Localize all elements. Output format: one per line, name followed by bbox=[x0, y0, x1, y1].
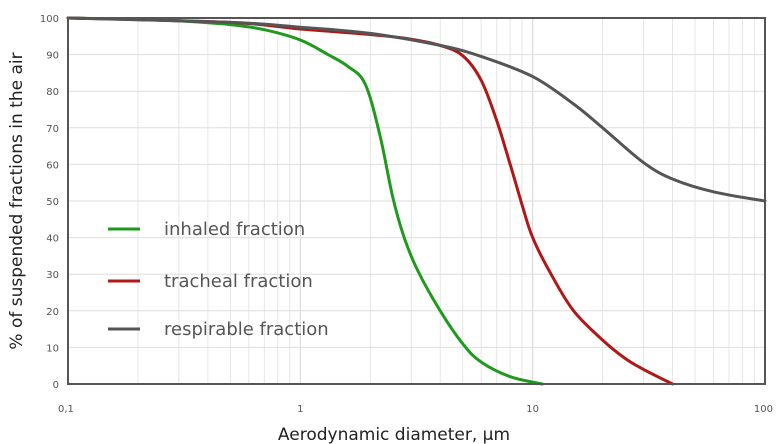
x-tick-label: 10 bbox=[526, 404, 539, 415]
y-tick-label: 100 bbox=[40, 14, 59, 25]
y-tick-label: 40 bbox=[46, 234, 59, 245]
x-tick-label: 0,1 bbox=[58, 404, 74, 415]
legend: inhaled fraction tracheal fraction respira… bbox=[108, 219, 329, 340]
plot-frame bbox=[67, 17, 766, 385]
legend-label-2: respirable fraction bbox=[164, 319, 329, 340]
axis-ticks: 0 10 20 30 40 50 60 70 80 90 100 0,1 1 10 100 bbox=[40, 14, 773, 415]
series-line-1 bbox=[66, 16, 674, 386]
y-tick-label: 60 bbox=[46, 160, 59, 171]
series-lines bbox=[66, 16, 767, 386]
y-tick-label: 0 bbox=[53, 380, 59, 391]
legend-label-1: tracheal fraction bbox=[164, 271, 313, 292]
y-tick-label: 80 bbox=[46, 87, 59, 98]
y-tick-label: 70 bbox=[46, 124, 59, 135]
y-tick-label: 20 bbox=[46, 307, 59, 318]
legend-label-0: inhaled fraction bbox=[164, 219, 305, 240]
series-line-0 bbox=[66, 16, 544, 386]
y-tick-label: 50 bbox=[46, 197, 59, 208]
x-axis-title: Aerodynamic diameter, µm bbox=[278, 425, 510, 444]
y-tick-label: 10 bbox=[46, 343, 59, 354]
y-tick-label: 30 bbox=[46, 270, 59, 281]
y-tick-label: 90 bbox=[46, 51, 59, 62]
x-tick-label: 100 bbox=[754, 404, 773, 415]
x-tick-label: 1 bbox=[297, 404, 303, 415]
series-line-2 bbox=[66, 16, 767, 203]
y-axis-title: % of suspended fractions in the air bbox=[7, 52, 27, 349]
